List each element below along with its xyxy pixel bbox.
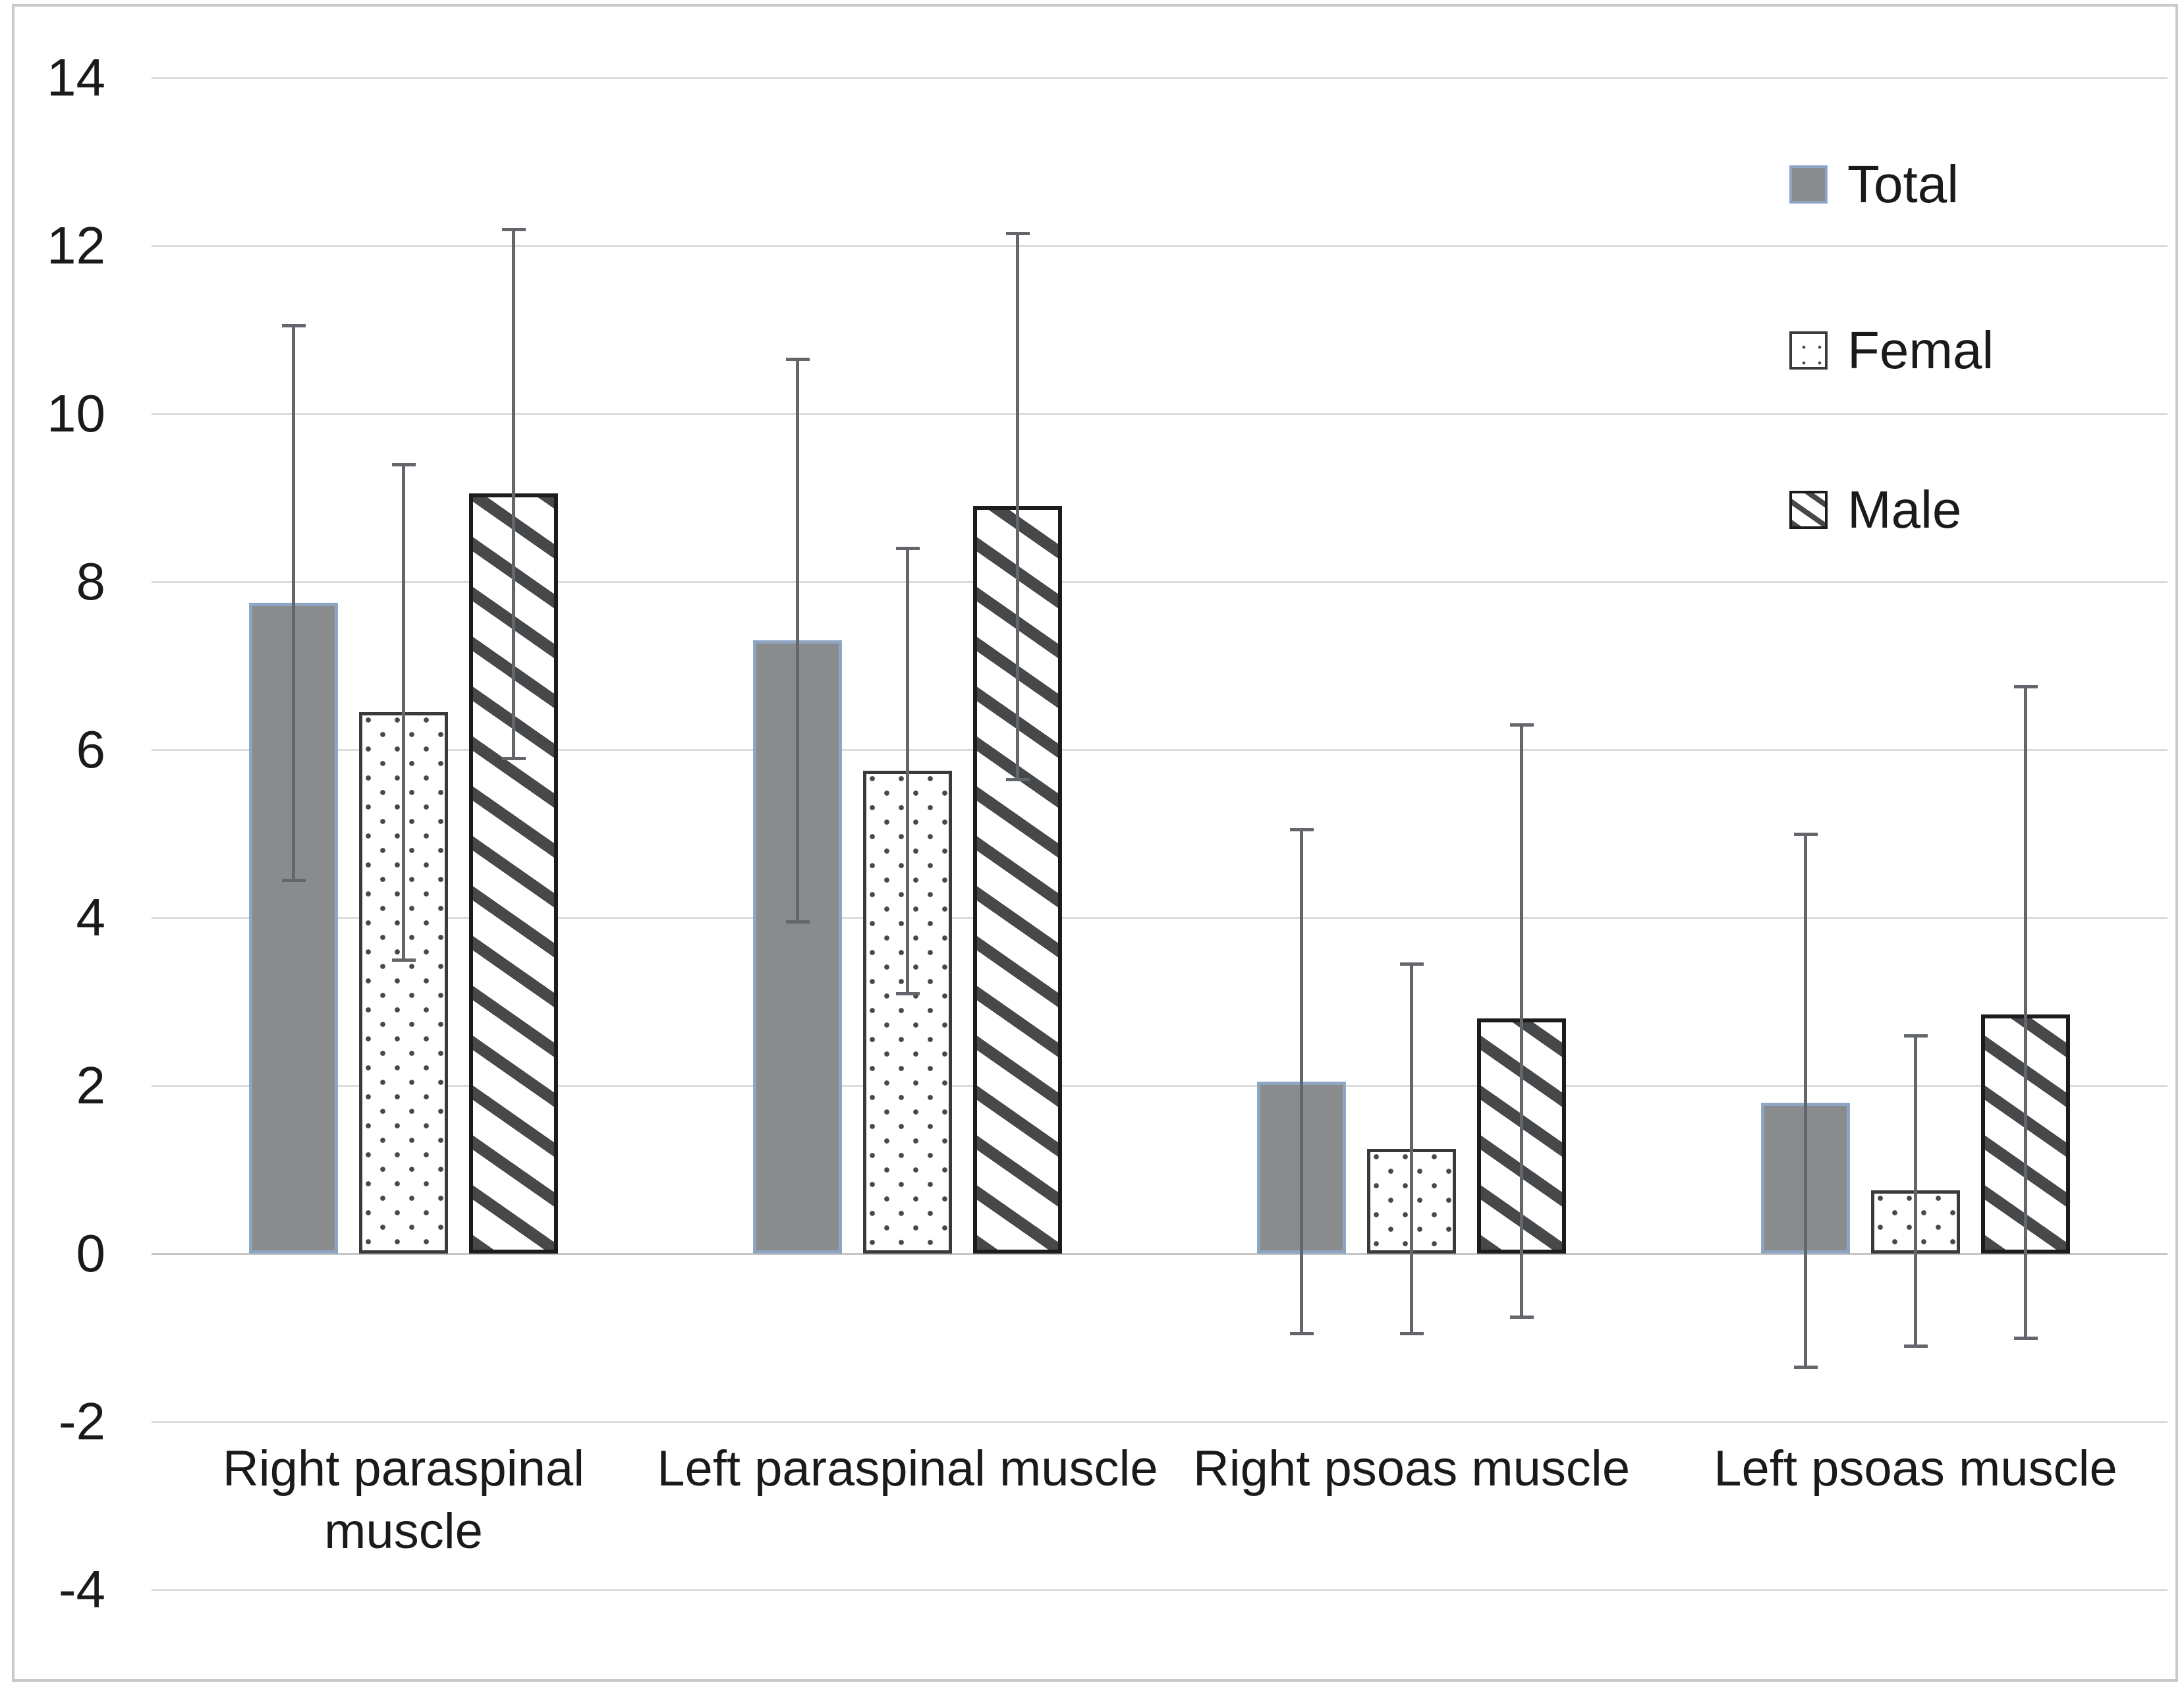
error-bar-cap	[1289, 1332, 1314, 1336]
y-tick-label: 12	[47, 216, 105, 275]
error-bar-femal-left-paraspinal-muscle	[906, 548, 909, 993]
error-bar-cap	[2013, 1336, 2038, 1340]
y-tick-label: 4	[76, 888, 106, 947]
error-bar-cap	[895, 547, 920, 550]
legend-label: Male	[1847, 480, 1962, 539]
error-bar-cap	[895, 991, 920, 995]
x-axis-label-left-psoas-muscle: Left psoas muscle	[1714, 1441, 2117, 1497]
error-bar-cap	[1793, 1366, 1818, 1370]
error-bar-cap	[391, 462, 416, 466]
error-bar-cap	[1903, 1034, 1928, 1038]
y-tick-label: 2	[76, 1056, 106, 1115]
x-axis-line	[152, 1253, 2168, 1255]
error-bar-cap	[785, 358, 810, 362]
x-axis-label-left-paraspinal-muscle: Left paraspinal muscle	[657, 1441, 1158, 1497]
y-tick-label: 6	[76, 720, 106, 779]
gridline	[152, 413, 2168, 415]
error-bar-cap	[501, 227, 526, 231]
chart-border	[12, 4, 2178, 1682]
error-bar-cap	[281, 878, 306, 882]
error-bar-male-left-psoas-muscle	[2024, 686, 2027, 1338]
gridline	[152, 245, 2168, 247]
error-bar-total-left-psoas-muscle	[1804, 833, 1807, 1368]
gridline	[152, 1589, 2168, 1591]
y-tick-label: -4	[58, 1560, 105, 1619]
error-bar-cap	[1509, 1315, 1534, 1319]
gridline	[152, 1085, 2168, 1087]
legend-swatch-femal-icon	[1789, 331, 1828, 370]
x-axis-label-right-psoas-muscle: Right psoas muscle	[1192, 1441, 1631, 1497]
error-bar-cap	[1005, 777, 1030, 781]
y-tick-label: 14	[47, 48, 105, 107]
error-bar-cap	[501, 756, 526, 760]
error-bar-cap	[1289, 828, 1314, 832]
legend-swatch-total-icon	[1789, 165, 1828, 204]
error-bar-femal-right-psoas-muscle	[1410, 964, 1413, 1334]
error-bar-total-right-psoas-muscle	[1300, 829, 1303, 1334]
error-bar-cap	[1399, 962, 1424, 966]
gridline	[152, 77, 2168, 79]
y-tick-label: 8	[76, 552, 106, 611]
error-bar-cap	[2013, 685, 2038, 689]
error-bar-cap	[281, 324, 306, 328]
legend-item-male: Male	[1789, 480, 1961, 539]
error-bar-cap	[785, 920, 810, 924]
error-bar-cap	[1793, 832, 1818, 836]
error-bar-cap	[1399, 1332, 1424, 1336]
legend-swatch-male-icon	[1789, 491, 1828, 529]
legend-item-total: Total	[1789, 155, 1959, 213]
error-bar-total-right-paraspinal-muscle	[292, 325, 295, 880]
gridline	[152, 749, 2168, 751]
error-bar-cap	[1005, 231, 1030, 235]
error-bar-cap	[1509, 723, 1534, 727]
error-bar-cap	[1903, 1344, 1928, 1348]
y-tick-label: 10	[47, 384, 105, 443]
y-tick-label: 0	[76, 1224, 106, 1283]
error-bar-femal-left-psoas-muscle	[1914, 1035, 1917, 1346]
error-bar-male-left-paraspinal-muscle	[1016, 233, 1019, 779]
gridline	[152, 917, 2168, 919]
legend-item-femal: Femal	[1789, 321, 1994, 379]
gridline	[152, 581, 2168, 583]
error-bar-total-left-paraspinal-muscle	[796, 359, 799, 922]
gridline	[152, 1421, 2168, 1423]
error-bar-cap	[391, 958, 416, 962]
legend-label: Femal	[1847, 321, 1994, 379]
error-bar-male-right-psoas-muscle	[1520, 724, 1523, 1317]
error-bar-femal-right-paraspinal-muscle	[402, 464, 405, 960]
error-bar-male-right-paraspinal-muscle	[512, 229, 515, 758]
legend-label: Total	[1847, 155, 1959, 213]
y-tick-label: -2	[58, 1392, 105, 1451]
x-axis-label-right-paraspinal-muscle: Right paraspinal muscle	[222, 1441, 585, 1559]
